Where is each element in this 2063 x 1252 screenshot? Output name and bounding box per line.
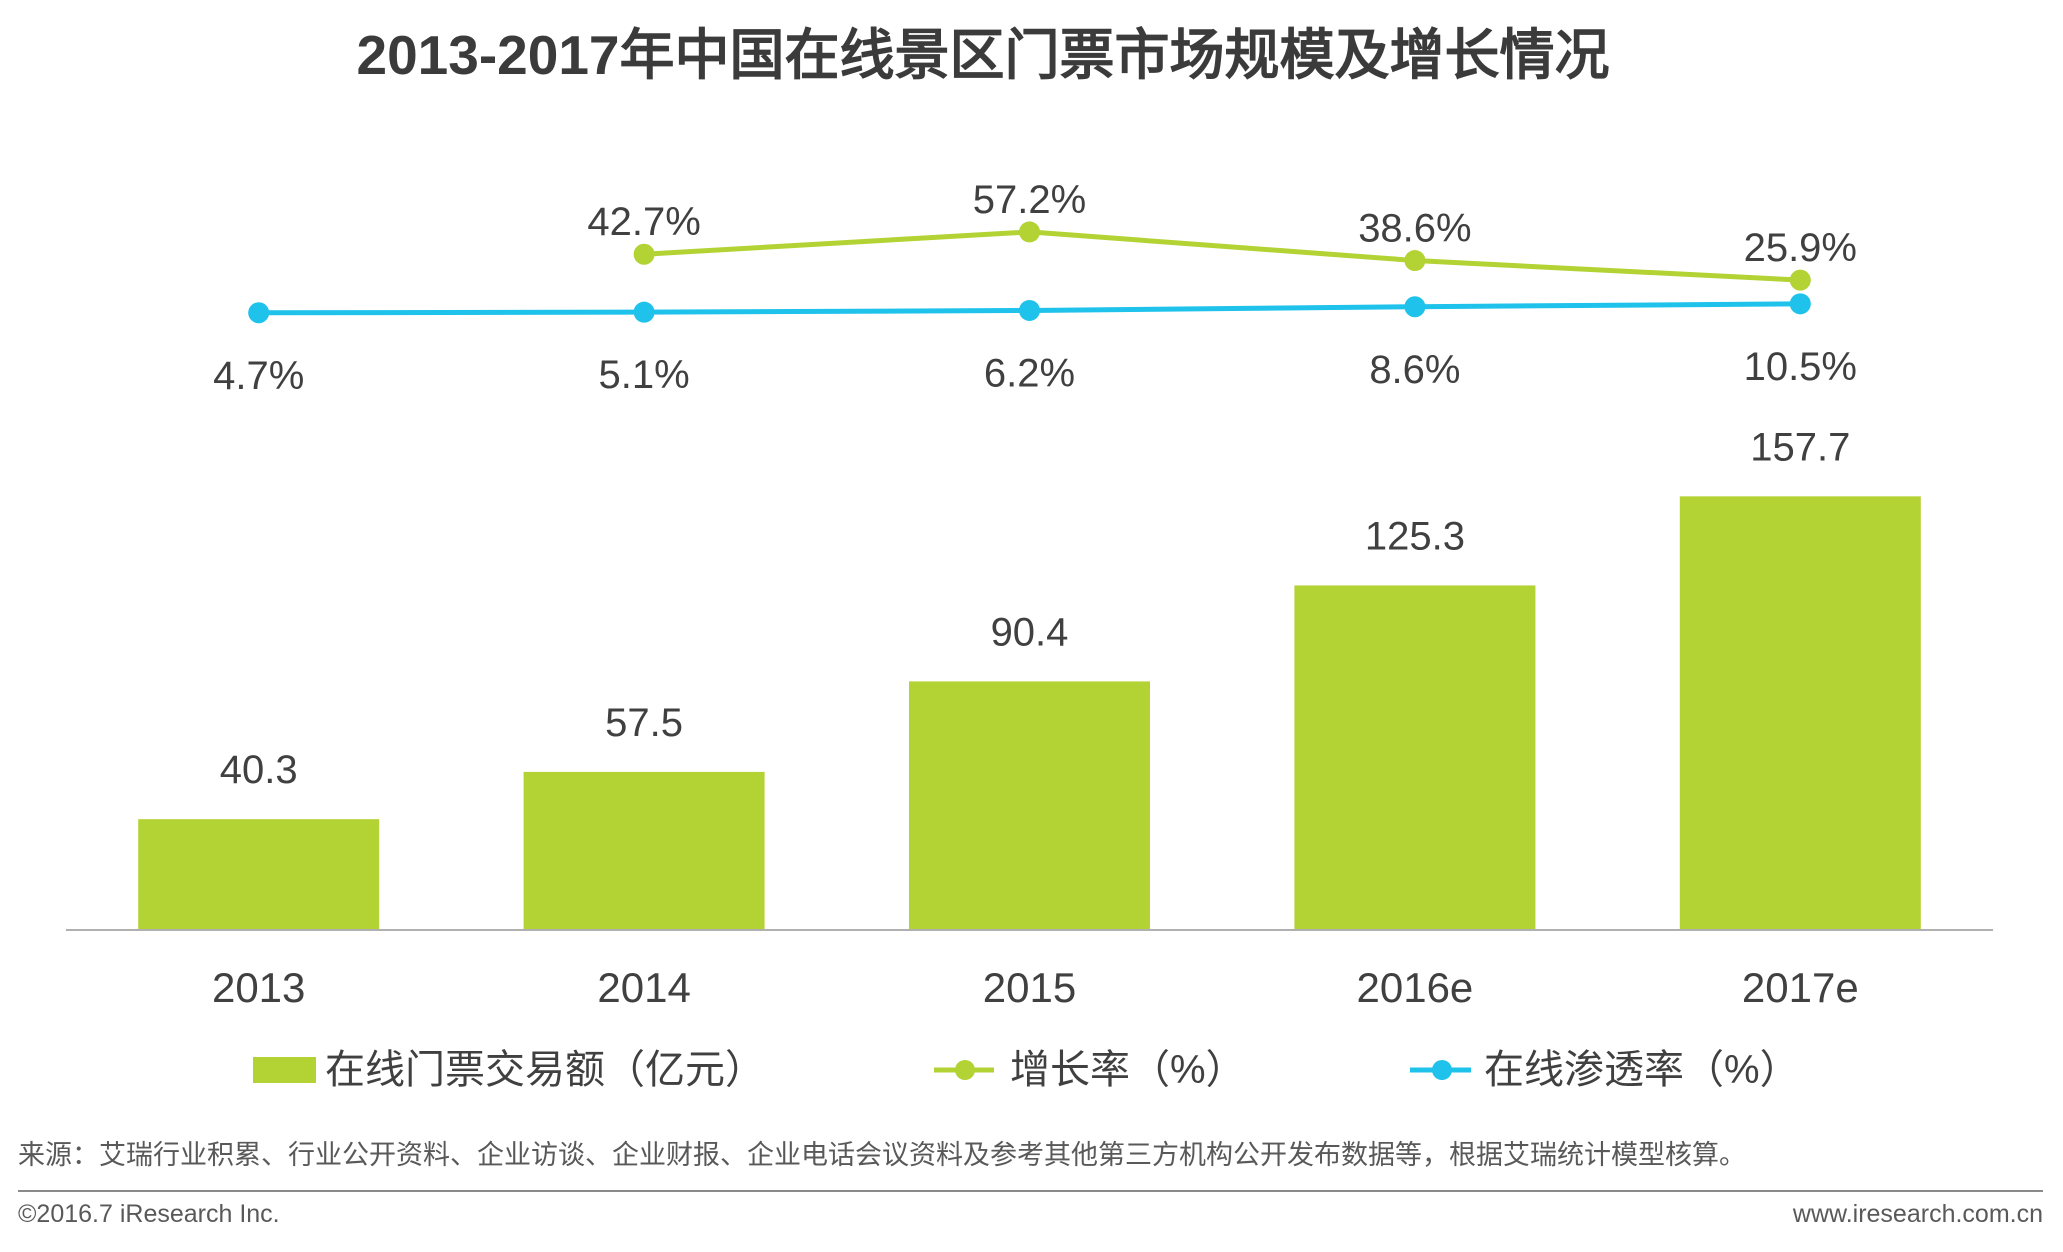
x-tick-label-2016e: 2016e: [1357, 964, 1474, 1011]
series-2-label-2014: 5.1%: [599, 353, 690, 397]
website-text: www.iresearch.com.cn: [1792, 1200, 2043, 1228]
series-2-point-2016e: [1404, 296, 1426, 318]
series-2-label-2017e: 10.5%: [1744, 345, 1857, 389]
copyright-text: ©2016.7 iResearch Inc.: [18, 1200, 280, 1228]
bar-2017e: [1679, 496, 1921, 930]
series-2-point-2014: [633, 301, 655, 323]
series-1-point-2017e: [1789, 269, 1811, 291]
series-2-label-2013: 4.7%: [213, 354, 304, 398]
series-2-label-2015: 6.2%: [984, 351, 1075, 395]
series-1-point-2014: [633, 243, 655, 265]
legend-dot: [1432, 1060, 1452, 1080]
x-axis: 2013 2014 2015 2016e 2017e: [66, 929, 1993, 1011]
series-2-label-2016e: 8.6%: [1369, 348, 1460, 392]
legend-dot: [955, 1060, 975, 1080]
series-1-label-2016e: 38.6%: [1358, 207, 1471, 251]
legend-item-transaction-volume: 在线门票交易额（亿元）: [253, 1044, 765, 1096]
bar-value-label-2016e: 125.3: [1365, 514, 1465, 558]
series-2-point-2015: [1019, 299, 1040, 321]
series-1-point-2016e: [1404, 250, 1426, 272]
bar-value-label-2015: 90.4: [991, 610, 1069, 654]
bar-2015: [909, 681, 1150, 930]
series-1-label-2015: 57.2%: [973, 178, 1086, 222]
bar-value-label-2017e: 157.7: [1750, 425, 1850, 469]
legend-bar-swatch: [253, 1057, 316, 1083]
chart-title: 2013-2017年中国在线景区门票市场规模及增长情况: [356, 24, 1610, 86]
x-tick-label-2017e: 2017e: [1742, 964, 1859, 1011]
legend-line-marker-penetration: [1410, 1060, 1471, 1080]
bar-2016e: [1294, 585, 1536, 930]
series-line-1: [641, 229, 1803, 283]
source-note: 来源：艾瑞行业积累、行业公开资料、企业访谈、企业财报、企业电话会议资料及参考其他…: [18, 1140, 1746, 1170]
series-1-label-2014: 42.7%: [587, 200, 700, 244]
series-1-point-2015: [1019, 221, 1040, 243]
legend-line-marker-growth: [934, 1060, 994, 1080]
legend-item-growth-rate: 增长率（%）: [934, 1044, 1246, 1096]
bars-layer: [138, 496, 1921, 930]
bar-2013: [138, 819, 380, 930]
chart: 2013 2014 2015 2016e 2017e 40.3 57.5 90.4 125.3…: [66, 178, 1993, 1011]
series-2-point-2013: [248, 302, 270, 324]
bar-value-label-2014: 57.5: [605, 701, 683, 745]
legend-label-transaction-volume: 在线门票交易额（亿元）: [325, 1048, 765, 1092]
legend-label-growth-rate: 增长率（%）: [1010, 1048, 1246, 1092]
footer-divider: [18, 1190, 2043, 1192]
x-tick-label-2015: 2015: [983, 964, 1076, 1011]
bar-value-label-2013: 40.3: [220, 748, 298, 792]
bar-2014: [523, 771, 765, 930]
legend-label-penetration-rate: 在线渗透率（%）: [1484, 1048, 1800, 1092]
legend-item-penetration-rate: 在线渗透率（%）: [1410, 1044, 1800, 1096]
series-2-point-2017e: [1789, 293, 1811, 315]
data-labels-layer: 40.3 57.5 90.4 125.3 157.7 42.7% 57.2% 38.6% 25.…: [213, 178, 1857, 792]
x-tick-label-2013: 2013: [212, 964, 305, 1011]
lines-layer: [248, 221, 1811, 324]
series-1-label-2017e: 25.9%: [1744, 226, 1857, 270]
x-tick-label-2014: 2014: [597, 964, 690, 1011]
